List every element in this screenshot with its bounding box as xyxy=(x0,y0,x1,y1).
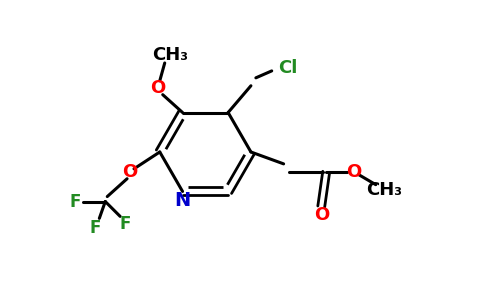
Text: F: F xyxy=(120,215,131,233)
Text: O: O xyxy=(150,79,166,97)
Text: CH₃: CH₃ xyxy=(366,181,402,199)
Text: O: O xyxy=(347,163,362,181)
Text: F: F xyxy=(90,219,101,237)
Text: CH₃: CH₃ xyxy=(151,46,188,64)
Text: Cl: Cl xyxy=(278,59,297,77)
Text: O: O xyxy=(122,163,137,181)
Text: F: F xyxy=(70,193,81,211)
Text: N: N xyxy=(174,191,191,210)
Text: O: O xyxy=(314,206,329,224)
